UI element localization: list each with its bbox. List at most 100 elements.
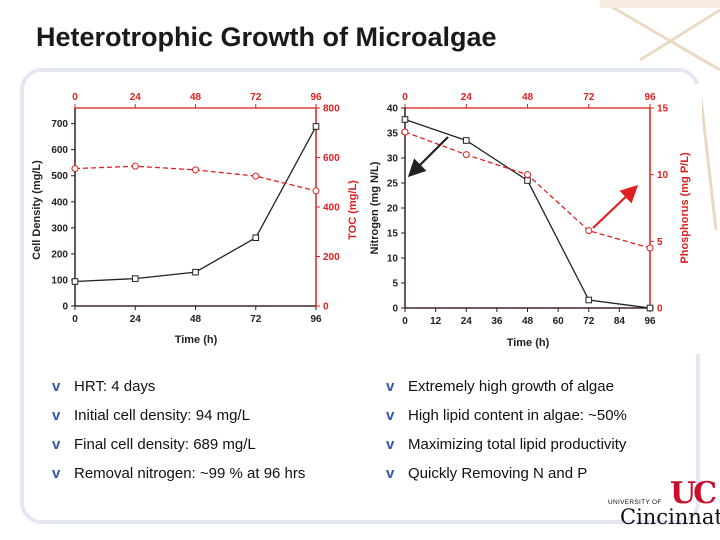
bullet-text: Initial cell density: 94 mg/L (74, 407, 250, 424)
chart1-series-2-point (71, 165, 79, 173)
university-logo: UC UNIVERSITY OF Cincinnati (608, 476, 720, 529)
bullet-item: v Extremely high growth of algae (386, 378, 614, 395)
slide-title: Heterotrophic Growth of Microalgae (36, 22, 497, 52)
chart2-series-2-point (401, 128, 409, 136)
bullet-item: v Maximizing total lipid productivity (386, 436, 626, 453)
bullet-item: v HRT: 4 days (52, 378, 155, 395)
bullet-item: v Initial cell density: 94 mg/L (52, 407, 250, 424)
chart1-series-1-point (252, 234, 260, 242)
chart2-x-tick-label: 96 (644, 316, 656, 327)
chart1-series-2-point (312, 187, 320, 195)
bullet-glyph: v (52, 378, 61, 395)
chart2-x-tick-label: 60 (553, 316, 565, 327)
chart1-y-tick-label: 700 (51, 119, 68, 130)
bullet-text: Removal nitrogen: ~99 % at 96 hrs (74, 465, 306, 482)
chart2-top-x-tick-label: 48 (522, 92, 534, 103)
chart1-series-2-point (192, 166, 199, 174)
chart1-y2-tick-label: 400 (323, 203, 340, 214)
chart1-series-2-point (131, 162, 139, 170)
chart2-x-tick-label: 72 (583, 316, 595, 327)
chart2-series-1-point (646, 304, 654, 312)
chart1-y-tick-label: 400 (51, 197, 68, 208)
chart2-y-axis-label: Nitrogen (mg N/L) (369, 161, 381, 254)
chart2-y-tick-label: 25 (387, 179, 399, 190)
phosphorus-annotation-arrow (592, 184, 639, 229)
chart1-top-x-tick-label: 72 (250, 92, 262, 103)
chart1-series-1-point (71, 278, 79, 285)
bullet-text: Final cell density: 689 mg/L (74, 436, 256, 453)
chart2-series-2-point (585, 227, 593, 235)
chart2-x-tick-label: 48 (522, 316, 534, 327)
chart1-x-tick-label: 96 (310, 314, 322, 325)
chart2-y2-tick-label: 10 (657, 170, 669, 181)
chart2-y-tick-label: 30 (387, 154, 399, 165)
chart1-y2-tick-label: 600 (323, 153, 340, 164)
chart2-y2-tick-label: 0 (657, 304, 663, 315)
bullet-text: High lipid content in algae: ~50% (408, 407, 627, 424)
chart1-series-2-point (252, 172, 260, 180)
chart2-series-1-point (462, 137, 470, 144)
bullet-text: HRT: 4 days (74, 378, 156, 395)
chart2-y2-axis-label: Phosphorus (mg P/L) (679, 152, 691, 264)
bullet-glyph: v (52, 436, 61, 453)
bullet-text: Quickly Removing N and P (408, 465, 588, 482)
chart2-series-1-point (585, 296, 593, 304)
bullet-item: v High lipid content in algae: ~50% (386, 407, 627, 424)
bullet-glyph: v (52, 465, 61, 482)
chart1-series-1-point (312, 123, 320, 130)
chart1-x-tick-label: 0 (72, 314, 78, 325)
chart1-x-axis-label: Time (h) (175, 334, 218, 346)
chart2-y-tick-label: 5 (392, 279, 398, 290)
bullet-text: Maximizing total lipid productivity (408, 436, 627, 453)
chart2-y-tick-label: 0 (392, 304, 398, 315)
chart2-top-x-tick-label: 0 (402, 92, 408, 103)
chart2-y-tick-label: 10 (387, 254, 399, 265)
chart1-y-tick-label: 300 (51, 223, 68, 234)
chart2-top-x-tick-label: 96 (644, 92, 656, 103)
nitrogen-annotation-arrow (407, 136, 449, 178)
chart1-y-tick-label: 600 (51, 145, 68, 156)
logo-cincinnati: Cincinnati (620, 505, 720, 529)
chart2-x-tick-label: 36 (491, 316, 503, 327)
bullet-glyph: v (386, 378, 395, 395)
bullet-glyph: v (52, 407, 61, 424)
chart2-series-2-point (462, 151, 470, 159)
chart2-y2-tick-label: 15 (657, 104, 669, 115)
chart1-x-tick-label: 48 (190, 314, 202, 325)
chart1-top-x-tick-label: 24 (130, 92, 142, 103)
chart1-y-tick-label: 0 (62, 302, 68, 313)
chart1-series-1-point (131, 275, 139, 282)
chart1-y2-tick-label: 0 (323, 302, 329, 313)
chart1-top-x-tick-label: 96 (310, 92, 322, 103)
chart1-y-axis-label: Cell Density (mg/L) (31, 160, 43, 260)
cell-density-toc-chart: 0 24 48 72 960 24 48 72 960100200300400500600700… (31, 84, 364, 352)
chart1-x-tick-label: 72 (250, 314, 262, 325)
chart2-series-2-point (646, 244, 654, 252)
nitrogen-phosphorus-chart: 0 12 24 36 48 60 72 84 960 24 48 72 9605101520253035… (364, 84, 702, 354)
uc-logo-mark: UC (670, 476, 717, 511)
chart2-series-1-point (524, 177, 531, 184)
chart1-y2-tick-label: 200 (323, 252, 340, 263)
chart2-x-tick-label: 24 (461, 316, 473, 327)
chart1-y-tick-label: 500 (51, 171, 68, 182)
chart2-series-1-point (401, 116, 409, 123)
logo-university-of: UNIVERSITY OF (608, 499, 662, 506)
chart1-top-x-tick-label: 48 (190, 92, 202, 103)
bullet-item: v Final cell density: 689 mg/L (52, 436, 256, 453)
chart1-x-tick-label: 24 (130, 314, 142, 325)
chart1-y2-axis-label: TOC (mg/L) (347, 180, 359, 240)
chart2-y-tick-label: 40 (387, 104, 399, 115)
bullet-item: v Removal nitrogen: ~99 % at 96 hrs (52, 465, 305, 482)
chart2-y-tick-label: 20 (387, 204, 399, 215)
bullet-glyph: v (386, 465, 395, 482)
bullet-glyph: v (386, 407, 395, 424)
chart2-series-2-point (524, 171, 531, 179)
chart2-x-tick-label: 12 (430, 316, 442, 327)
bullet-text: Extremely high growth of algae (408, 378, 614, 395)
chart2-top-x-tick-label: 24 (461, 92, 473, 103)
chart2-background (364, 84, 702, 354)
chart1-y-tick-label: 200 (51, 249, 68, 260)
chart2-x-tick-label: 0 (402, 316, 408, 327)
chart1-y2-tick-label: 800 (323, 104, 340, 115)
